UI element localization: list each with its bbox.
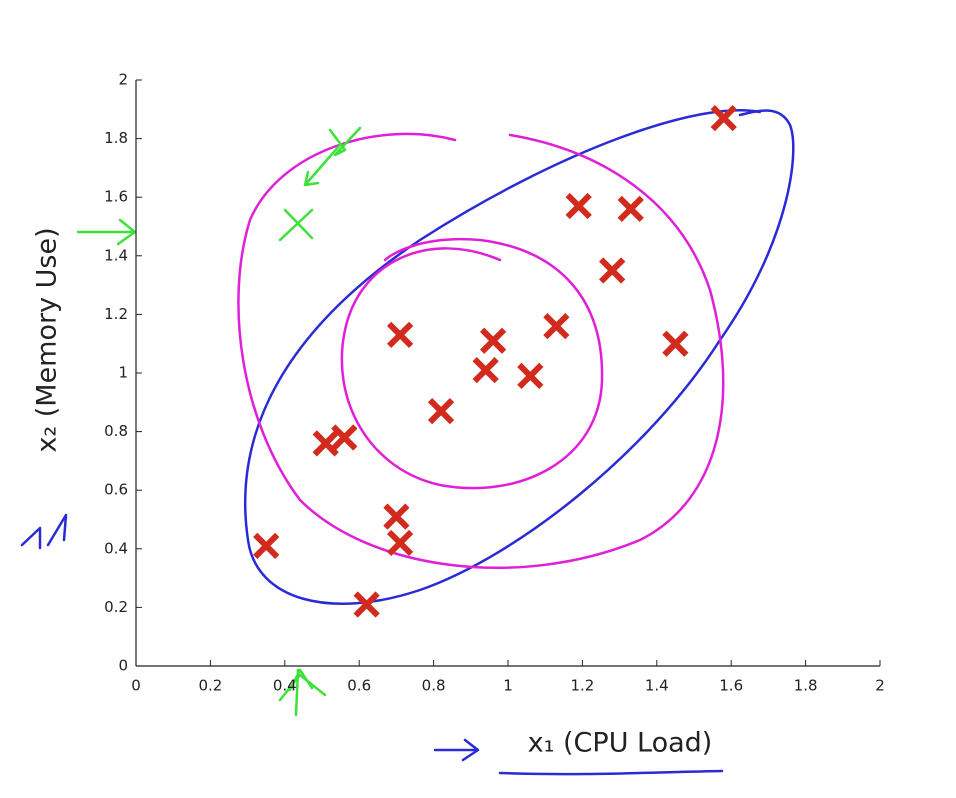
y-axis-label: x₂ (Memory Use) — [32, 227, 63, 452]
data-point — [543, 312, 570, 340]
y-tick-label: 1.8 — [104, 129, 128, 147]
data-point — [312, 430, 339, 457]
x-tick-label: 0.2 — [198, 677, 222, 695]
data-point — [662, 330, 689, 357]
y-tick-label: 2 — [118, 71, 128, 89]
y-tick-label: 0.8 — [104, 422, 128, 440]
x-tick-label: 1 — [503, 677, 513, 695]
x-tick-label: 0.4 — [273, 677, 297, 695]
data-point — [253, 532, 280, 559]
x-tick-label: 1.2 — [570, 677, 594, 695]
data-point — [517, 362, 544, 390]
data-point — [353, 591, 380, 618]
x-axis-label: x₁ (CPU Load) — [528, 728, 713, 759]
y-tick-label: 0.4 — [104, 539, 128, 557]
y-tick-label: 1 — [118, 364, 128, 382]
x-tick-label: 0 — [131, 677, 141, 695]
y-tick-label: 0.6 — [104, 481, 128, 499]
blue-annotation — [20, 513, 724, 776]
y-tick-label: 1.6 — [104, 188, 128, 206]
data-point — [427, 397, 455, 425]
x-tick-label: 1.8 — [794, 677, 818, 695]
magenta-inner-contour — [340, 237, 604, 490]
x-tick-label: 1.6 — [719, 677, 743, 695]
annotations — [20, 108, 795, 776]
x-tick-label: 1.4 — [645, 677, 669, 695]
data-point — [472, 356, 499, 384]
y-tick-label: 1.4 — [104, 246, 128, 264]
data-point — [710, 104, 737, 132]
data-point — [383, 503, 410, 530]
x-tick-label: 0.8 — [422, 677, 446, 695]
data-point — [386, 529, 414, 557]
data-point — [617, 195, 644, 223]
y-tick-label: 0 — [118, 657, 128, 675]
y-tick-label: 1.2 — [104, 305, 128, 323]
magenta-outer-contour — [237, 132, 725, 569]
blue-contour — [243, 108, 795, 606]
green-annotation — [76, 126, 362, 717]
y-tick-label: 0.2 — [104, 598, 128, 616]
x-tick-label: 0.6 — [347, 677, 371, 695]
data-point — [331, 424, 358, 451]
data-point — [565, 192, 592, 220]
x-tick-label: 2 — [875, 677, 885, 695]
data-point — [479, 327, 507, 354]
data-point — [386, 321, 414, 349]
data-point — [599, 257, 626, 284]
